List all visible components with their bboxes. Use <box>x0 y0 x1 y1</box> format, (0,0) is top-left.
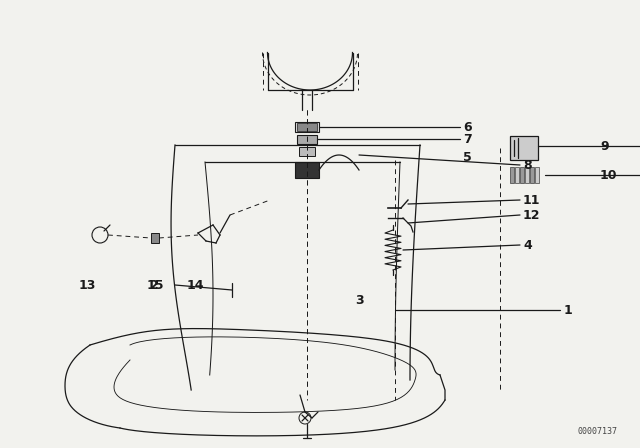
Text: 6: 6 <box>463 121 472 134</box>
Text: 8: 8 <box>523 159 532 172</box>
Bar <box>297 123 317 131</box>
Text: 1: 1 <box>564 303 573 316</box>
Text: 4: 4 <box>523 238 532 251</box>
Bar <box>299 147 315 156</box>
Text: 10: 10 <box>600 168 618 181</box>
Bar <box>510 167 514 183</box>
Bar <box>295 162 319 178</box>
Text: 13: 13 <box>78 279 96 292</box>
Text: 00007137: 00007137 <box>578 427 618 436</box>
Bar <box>525 167 529 183</box>
Text: 15: 15 <box>147 279 164 292</box>
Bar <box>535 167 539 183</box>
Text: 3: 3 <box>355 293 364 306</box>
Text: 5: 5 <box>463 151 472 164</box>
Text: 11: 11 <box>523 194 541 207</box>
Bar <box>297 135 317 144</box>
Text: 12: 12 <box>523 208 541 221</box>
Text: 7: 7 <box>463 133 472 146</box>
Bar <box>510 136 538 160</box>
Bar <box>515 167 519 183</box>
Text: 14: 14 <box>186 279 204 292</box>
Bar <box>520 167 524 183</box>
Bar <box>295 122 319 132</box>
Text: 9: 9 <box>600 139 609 152</box>
Bar <box>151 233 159 243</box>
Bar <box>530 167 534 183</box>
Text: 2: 2 <box>150 279 159 292</box>
